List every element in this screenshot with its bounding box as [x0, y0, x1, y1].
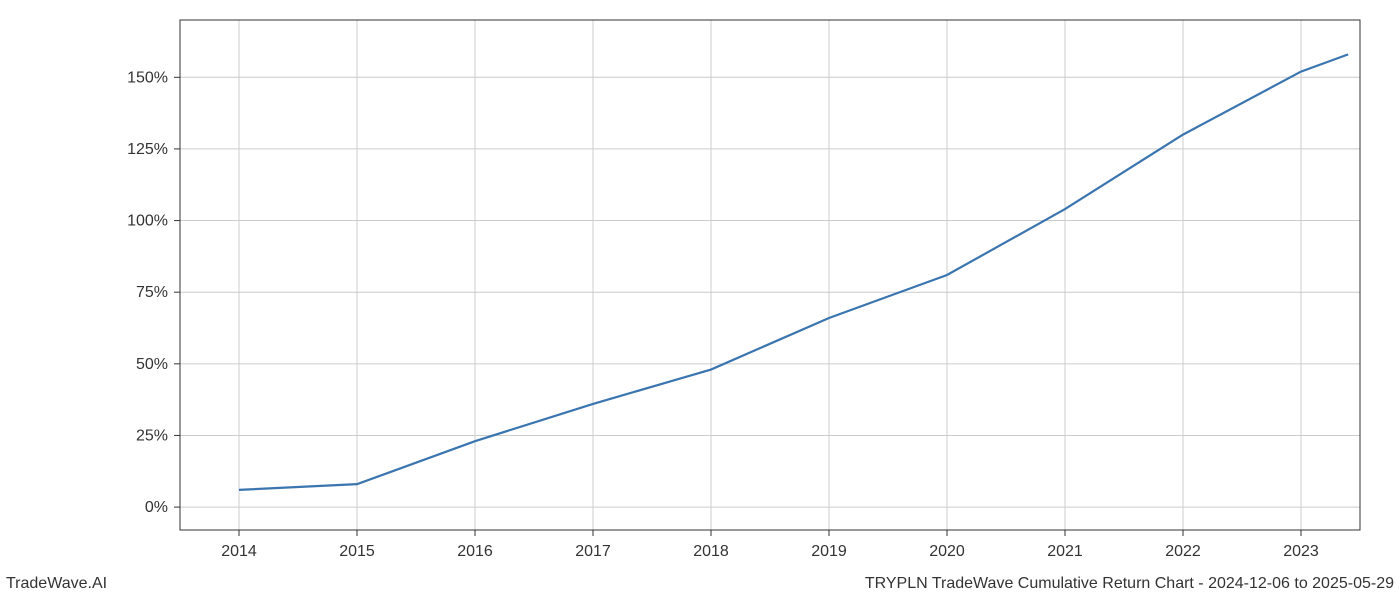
footer-right-label: TRYPLN TradeWave Cumulative Return Chart…	[865, 575, 1394, 592]
chart-container: 2014 2015 2016 2017 2018 2019 2020 2021 2022 2023…	[0, 0, 1400, 600]
y-tick-label: 100%	[127, 213, 168, 230]
x-tick-label: 2020	[929, 543, 965, 560]
y-tick-label: 125%	[127, 141, 168, 158]
x-tick-label: 2021	[1047, 543, 1083, 560]
x-tick-label: 2016	[457, 543, 493, 560]
y-tick-label: 50%	[136, 356, 168, 373]
x-tick-label: 2017	[575, 543, 611, 560]
y-tick-label: 150%	[127, 69, 168, 86]
y-tick-label: 25%	[136, 427, 168, 444]
x-tick-label: 2022	[1165, 543, 1201, 560]
x-tick-label: 2019	[811, 543, 847, 560]
y-tick-label: 0%	[145, 499, 168, 516]
y-tick-label: 75%	[136, 284, 168, 301]
x-tick-label: 2023	[1283, 543, 1319, 560]
line-chart: 2014 2015 2016 2017 2018 2019 2020 2021 2022 2023…	[0, 0, 1400, 600]
x-tick-label: 2015	[339, 543, 375, 560]
footer-left-label: TradeWave.AI	[6, 575, 107, 592]
x-tick-label: 2018	[693, 543, 729, 560]
x-tick-label: 2014	[221, 543, 257, 560]
